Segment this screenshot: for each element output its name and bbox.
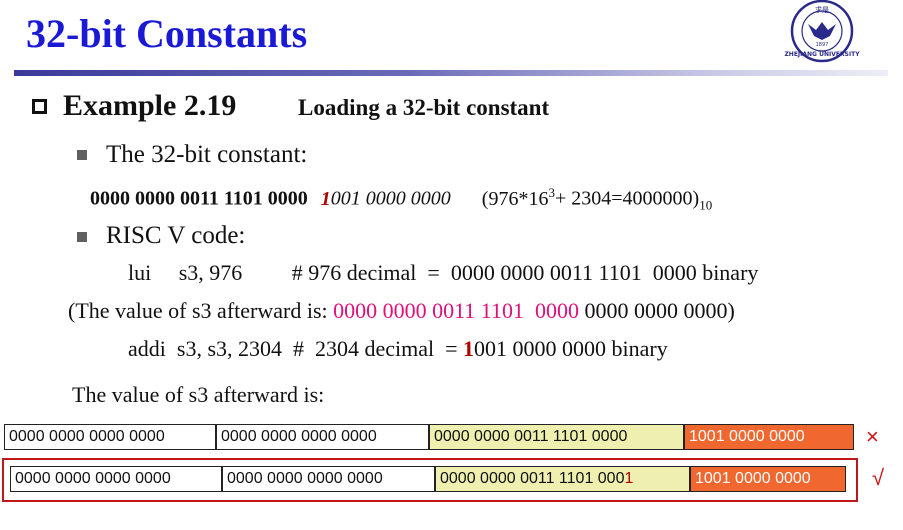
zhejiang-university-seal-icon: 求是 1897 ZHEJIANG UNIVERSITY <box>784 0 860 63</box>
lui-bits-text: 0000 0000 0011 1101 000 <box>440 470 625 487</box>
lui-bits-cell: 0000 0000 0011 1101 0000 <box>429 424 684 450</box>
formula-base: 10 <box>699 197 713 213</box>
addi-prefix: addi s3, s3, 2304 # 2304 decimal = <box>128 336 464 361</box>
addi-rest: 001 0000 0000 binary <box>474 336 668 361</box>
svg-text:1897: 1897 <box>816 42 829 48</box>
upper-halfword-cell: 0000 0000 0000 0000 <box>4 424 216 450</box>
constant-line: 0000 0000 0011 1101 0000 1001 0000 0000 … <box>90 179 712 220</box>
afterward-label: The value of s3 afterward is: <box>72 382 325 407</box>
title-divider <box>14 70 888 76</box>
example-subtitle: Loading a 32-bit constant <box>298 95 550 120</box>
lui-bits-cell: 0000 0000 0011 1101 0001 <box>435 466 690 492</box>
list-bullet <box>77 150 87 160</box>
constant-intro: The 32-bit constant: <box>106 141 308 168</box>
after-lui-line: (The value of s3 afterward is: 0000 0000… <box>68 297 735 325</box>
correct-row-highlight <box>2 458 858 502</box>
heading-bullet <box>32 99 47 114</box>
upper-halfword-cell: 0000 0000 0000 0000 <box>222 466 435 492</box>
table-row: 0000 0000 0000 0000 0000 0000 0000 0000 … <box>10 466 846 492</box>
after-lui-rest: 0000 0000 0000) <box>579 298 735 323</box>
lui-instruction: lui s3, 976 # 976 decimal = 0000 0000 00… <box>128 260 759 285</box>
after-lui-highlight: 0000 0000 0011 1101 0000 <box>333 298 579 323</box>
wrong-mark-icon: × <box>866 424 879 449</box>
addi-bits-cell: 1001 0000 0000 <box>690 466 846 492</box>
constant-formula: (976*16 <box>481 187 549 210</box>
risc-label: RISC V code: <box>106 222 246 249</box>
constant-italic-bits: 001 0000 0000 <box>330 187 451 210</box>
constant-bits: 0000 0000 0011 1101 0000 <box>90 187 308 210</box>
example-label: Example 2.19 <box>63 89 237 122</box>
addi-bits-cell: 1001 0000 0000 <box>684 424 854 450</box>
table-row: 0000 0000 0000 0000 0000 0000 0000 0000 … <box>4 424 854 450</box>
svg-text:求是: 求是 <box>815 5 829 14</box>
correct-mark-icon: √ <box>872 465 885 490</box>
lui-bits-text: 0000 0000 0011 1101 0000 <box>434 428 628 445</box>
carry-bit: 1 <box>624 470 634 487</box>
addi-instruction: addi s3, s3, 2304 # 2304 decimal = 1001 … <box>128 335 668 363</box>
upper-halfword-cell: 0000 0000 0000 0000 <box>216 424 429 450</box>
formula-exponent: 3 <box>548 185 555 200</box>
formula-rest: + 2304=4000000) <box>554 187 700 210</box>
slide-title: 32-bit Constants <box>26 11 308 56</box>
constant-red-bit: 1 <box>320 187 331 210</box>
after-lui-prefix: (The value of s3 afterward is: <box>68 298 334 323</box>
list-bullet <box>77 232 87 242</box>
svg-text:ZHEJIANG UNIVERSITY: ZHEJIANG UNIVERSITY <box>784 51 860 58</box>
upper-halfword-cell: 0000 0000 0000 0000 <box>10 466 222 492</box>
addi-red-bit: 1 <box>463 336 475 361</box>
